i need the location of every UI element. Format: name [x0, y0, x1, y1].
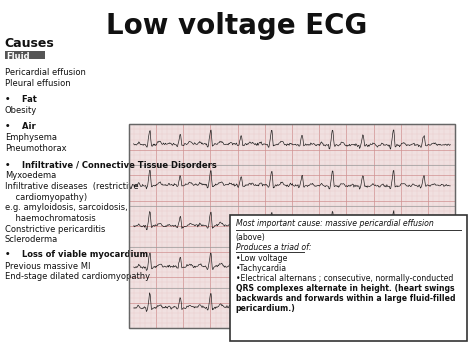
Text: Scleroderma: Scleroderma: [5, 235, 58, 244]
Text: •Low voltage: •Low voltage: [236, 254, 287, 263]
Text: pericardium.): pericardium.): [236, 304, 295, 312]
Text: Produces a triad of:: Produces a triad of:: [236, 243, 311, 252]
Bar: [129, 124, 455, 328]
Text: QRS complexes alternate in height. (heart swings: QRS complexes alternate in height. (hear…: [236, 284, 454, 293]
Text: End-stage dilated cardiomyopathy: End-stage dilated cardiomyopathy: [5, 272, 150, 281]
Text: Pneumothorax: Pneumothorax: [5, 144, 66, 153]
Text: •Electrical alternans ; consecutive, normally-conducted: •Electrical alternans ; consecutive, nor…: [236, 274, 453, 283]
Text: Pleural effusion: Pleural effusion: [5, 79, 70, 88]
Text: Previous massive MI: Previous massive MI: [5, 262, 90, 271]
Text: e.g. amyloidosis, sarcoidosis,: e.g. amyloidosis, sarcoidosis,: [5, 203, 128, 212]
Text: Pericardial effusion: Pericardial effusion: [5, 68, 86, 77]
Text: (above): (above): [236, 233, 265, 241]
Text: Obesity: Obesity: [5, 106, 37, 115]
Text: •    Loss of viable myocardium: • Loss of viable myocardium: [5, 250, 148, 259]
Text: haemochromatosis: haemochromatosis: [5, 214, 95, 223]
Text: Causes: Causes: [5, 37, 55, 50]
Text: Fluid: Fluid: [7, 52, 30, 61]
Text: Myxoedema: Myxoedema: [5, 171, 56, 180]
Text: Constrictive pericarditis: Constrictive pericarditis: [5, 225, 105, 234]
Text: •Tachycardia: •Tachycardia: [236, 264, 287, 273]
Bar: [230, 215, 467, 341]
Text: •    Air: • Air: [5, 122, 36, 131]
Text: Emphysema: Emphysema: [5, 133, 57, 142]
Text: •    Fat: • Fat: [5, 95, 36, 104]
Bar: [129, 124, 455, 328]
Text: Low voltage ECG: Low voltage ECG: [106, 12, 368, 40]
Text: Example 2: Example 2: [323, 233, 378, 242]
Text: Most important cause: massive pericardial effusion: Most important cause: massive pericardia…: [236, 219, 433, 228]
Text: Infiltrative diseases  (restrictive: Infiltrative diseases (restrictive: [5, 182, 138, 191]
Text: cardiomyopathy): cardiomyopathy): [5, 193, 87, 202]
Text: backwards and forwards within a large fluid-filled: backwards and forwards within a large fl…: [236, 294, 455, 302]
Bar: [5, 51, 45, 59]
Text: •    Infiltrative / Connective Tissue Disorders: • Infiltrative / Connective Tissue Disor…: [5, 160, 217, 169]
